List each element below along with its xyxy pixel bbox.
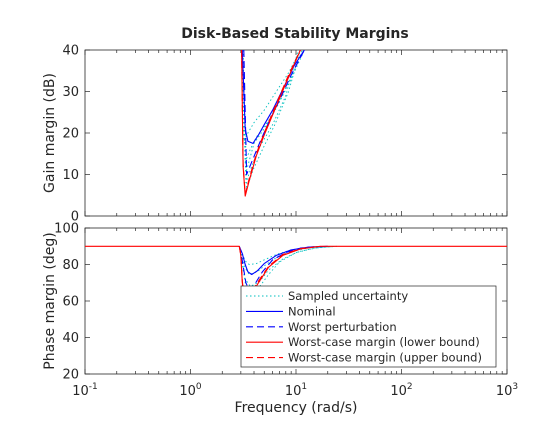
phase-xtick-label: 103 <box>496 382 518 399</box>
phase-ytick-label: 60 <box>62 295 79 310</box>
phase-ticks <box>84 227 508 375</box>
phase-ytick-label: 20 <box>62 368 79 383</box>
legend-box <box>240 285 497 368</box>
gain-line-worst-case-margin-upper-bound <box>241 50 301 195</box>
phase-xtick-label: 10-1 <box>72 382 98 399</box>
phase-line-sampled-uncertainty-2 <box>238 245 333 275</box>
chart-title: Disk-Based Stability Margins <box>181 26 408 42</box>
phase-xtick-label: 102 <box>390 382 412 399</box>
gain-ytick-label: 30 <box>62 85 79 100</box>
gain-ytick-label: 20 <box>62 127 79 142</box>
gain-series <box>241 50 305 197</box>
gain-line-sampled-uncertainty-4 <box>242 50 301 190</box>
phase-line-worst-perturbation <box>238 245 318 291</box>
phase-ylabel: Phase margin (deg) <box>42 232 58 369</box>
gain-ylabel: Gain margin (dB) <box>42 73 58 193</box>
phase-ytick-label: 100 <box>54 222 79 237</box>
gain-ytick-label: 10 <box>62 168 79 183</box>
gain-line-worst-perturbation <box>243 50 305 176</box>
gain-plot-area <box>84 49 508 217</box>
phase-ytick-label: 80 <box>62 258 79 273</box>
legend-entry: Nominal <box>288 304 336 318</box>
phase-xlabel: Frequency (rad/s) <box>235 400 358 416</box>
phase-xtick-label: 101 <box>285 382 307 399</box>
phase-xtick-label: 100 <box>179 382 202 399</box>
legend-entry: Worst-case margin (upper bound) <box>288 351 482 365</box>
gain-margin-axes: 0 10 20 30 40 Gain margin (dB) <box>42 44 508 225</box>
legend-entry: Worst perturbation <box>288 320 397 334</box>
gain-line-sampled-uncertainty-3 <box>241 50 299 184</box>
phase-line-sampled-uncertainty-1 <box>238 245 328 265</box>
gain-ytick-label: 40 <box>62 44 79 59</box>
gain-line-sampled-uncertainty-2 <box>241 50 303 163</box>
gain-line-sampled-uncertainty-1 <box>241 50 301 142</box>
gain-ticks <box>84 49 508 217</box>
gain-line-sampled-uncertainty-5 <box>241 50 305 171</box>
legend-entry: Sampled uncertainty <box>288 289 408 303</box>
legend-entry: Worst-case margin (lower bound) <box>288 335 480 349</box>
phase-ytick-label: 40 <box>62 331 79 346</box>
gain-ytick-label: 0 <box>71 210 79 225</box>
